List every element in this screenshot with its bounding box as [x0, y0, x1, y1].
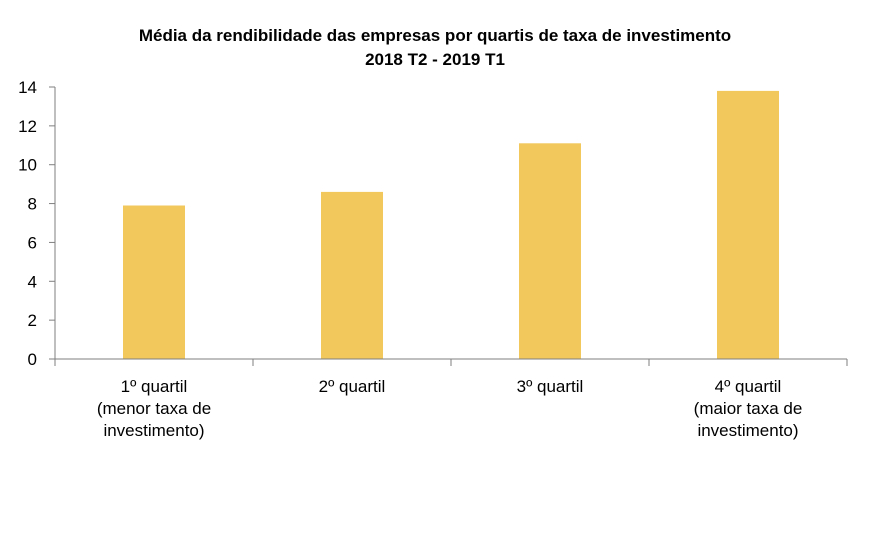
y-tick-label: 4 — [28, 272, 37, 291]
y-tick-label: 10 — [18, 156, 37, 175]
y-tick-label: 2 — [28, 311, 37, 330]
bar-2 — [321, 191, 383, 359]
x-category-label: 4º quartil (maior taxa de investimento) — [694, 377, 803, 440]
y-tick-label: 0 — [28, 350, 37, 369]
x-category-label: 1º quartil (menor taxa de investimento) — [97, 377, 211, 440]
bar-3 — [519, 143, 581, 359]
chart-title: Média da rendibilidade das empresas por … — [138, 26, 732, 45]
chart-subtitle: 2018 T2 - 2019 T1 — [365, 50, 505, 69]
y-tick-label: 6 — [28, 233, 37, 252]
y-tick-label: 14 — [18, 78, 37, 97]
bar-4 — [717, 90, 779, 360]
y-tick-label: 12 — [18, 117, 37, 136]
x-category-label: 2º quartil — [319, 377, 386, 396]
y-tick-label: 8 — [28, 195, 37, 214]
x-category-label: 3º quartil — [517, 377, 584, 396]
bar-1 — [123, 205, 185, 359]
